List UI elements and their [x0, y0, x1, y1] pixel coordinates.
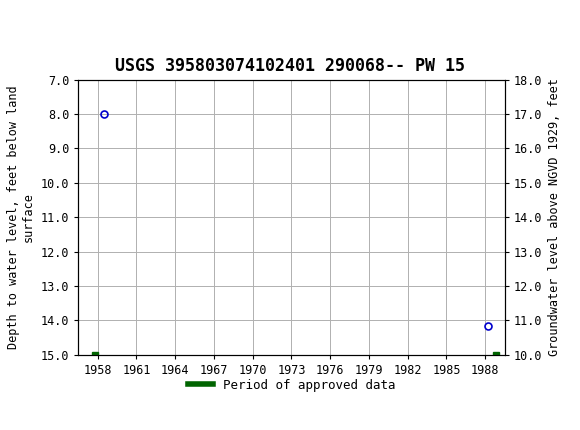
- Text: USGS: USGS: [55, 15, 119, 35]
- Text: USGS 395803074102401 290068-- PW 15: USGS 395803074102401 290068-- PW 15: [115, 57, 465, 75]
- Legend: Period of approved data: Period of approved data: [183, 374, 400, 396]
- Y-axis label: Groundwater level above NGVD 1929, feet: Groundwater level above NGVD 1929, feet: [548, 78, 561, 356]
- Y-axis label: Depth to water level, feet below land
surface: Depth to water level, feet below land su…: [7, 85, 35, 349]
